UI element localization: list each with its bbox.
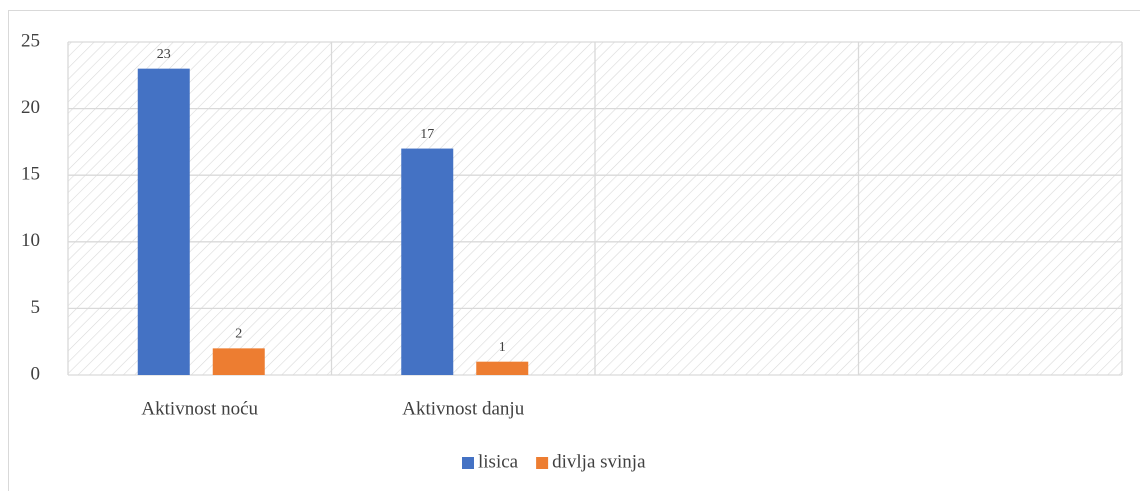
y-tick-label: 0 bbox=[31, 363, 41, 384]
bar bbox=[137, 68, 190, 375]
legend-label: lisica bbox=[478, 451, 519, 472]
data-label: 2 bbox=[235, 327, 242, 342]
chart-border bbox=[8, 10, 1140, 491]
y-tick-label: 5 bbox=[31, 297, 41, 318]
data-label: 1 bbox=[499, 340, 506, 355]
x-tick-label: Aktivnost noću bbox=[141, 398, 258, 419]
data-label: 23 bbox=[157, 47, 171, 62]
y-tick-label: 25 bbox=[21, 30, 40, 51]
data-label: 17 bbox=[420, 127, 434, 142]
bar bbox=[212, 348, 265, 375]
bar bbox=[476, 361, 529, 375]
y-tick-label: 15 bbox=[21, 164, 40, 185]
legend-swatch bbox=[462, 457, 474, 469]
y-tick-label: 20 bbox=[21, 97, 40, 118]
legend-label: divlja svinja bbox=[552, 451, 646, 472]
x-tick-label: Aktivnost danju bbox=[402, 398, 524, 419]
y-tick-label: 10 bbox=[21, 230, 40, 251]
legend-swatch bbox=[536, 457, 549, 469]
bar bbox=[401, 148, 454, 375]
